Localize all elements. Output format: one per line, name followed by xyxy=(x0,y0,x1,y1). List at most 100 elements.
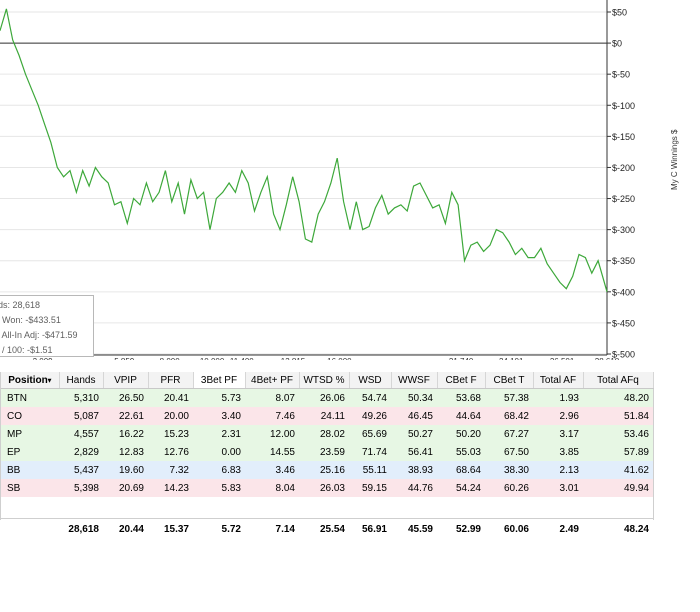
table-body: BTN 5,310 26.50 20.41 5.73 8.07 26.06 54.74 50.3… xyxy=(1,388,653,539)
stat-cell: 55.11 xyxy=(349,461,391,479)
total-cell: 5.72 xyxy=(193,518,245,539)
column-header-label: 3Bet PF xyxy=(200,374,238,386)
spacer-cell xyxy=(148,497,193,519)
stat-cell: 55.03 xyxy=(437,443,485,461)
stat-cell: 12.00 xyxy=(245,425,299,443)
column-header-label: Total AFq xyxy=(597,374,639,386)
y-tick-label: $-100 xyxy=(612,101,635,111)
stat-cell: 44.76 xyxy=(391,479,437,497)
x-tick-label: 11,400 xyxy=(230,357,254,360)
table-row[interactable]: BTN 5,310 26.50 20.41 5.73 8.07 26.06 54.74 50.3… xyxy=(1,388,653,407)
stat-cell: 50.20 xyxy=(437,425,485,443)
stat-cell: 7.46 xyxy=(245,407,299,425)
position-stats-table-container: Position▾ Hands VPIP PFR 3Bet PF 4Bet+ PF WTSD… xyxy=(0,372,654,539)
x-axis-ticks: 2,009 5,859 8,000 10,000 11,400 13,815 16,000 2… xyxy=(33,357,620,360)
stat-cell: 5.83 xyxy=(193,479,245,497)
position-cell: BTN xyxy=(1,388,59,407)
stat-cell: 5,398 xyxy=(59,479,103,497)
column-header-4bet-pf[interactable]: 4Bet+ PF xyxy=(245,372,300,389)
stat-cell: 5,437 xyxy=(59,461,103,479)
legend-won: C Won: -$433.51 xyxy=(0,315,61,325)
stat-cell: 68.42 xyxy=(485,407,533,425)
column-header-position[interactable]: Position▾ xyxy=(1,372,60,389)
column-header-wwsf[interactable]: WWSF xyxy=(391,372,438,389)
total-cell: 56.91 xyxy=(349,518,391,539)
winnings-line-chart: $50 $0 $-50 $-100 $-150 $-200 $-250 $-300 $-350 $… xyxy=(0,0,679,360)
column-header-total-af[interactable]: Total AF xyxy=(533,372,584,389)
table-row[interactable]: MP 4,557 16.22 15.23 2.31 12.00 28.02 65.69 50.2… xyxy=(1,425,653,443)
total-cell: 52.99 xyxy=(437,518,485,539)
y-tick-label: $-500 xyxy=(612,350,635,360)
stat-cell: 3.46 xyxy=(245,461,299,479)
position-stats-table: Position▾ Hands VPIP PFR 3Bet PF 4Bet+ PF WTSD… xyxy=(1,372,654,539)
y-tick-label: $-400 xyxy=(612,287,635,297)
table-header-row: Position▾ Hands VPIP PFR 3Bet PF 4Bet+ PF WTSD… xyxy=(1,372,654,389)
column-header-total-afq[interactable]: Total AFq xyxy=(583,372,654,389)
stat-cell: 57.89 xyxy=(583,443,653,461)
stat-cell: 60.26 xyxy=(485,479,533,497)
stat-cell: 8.04 xyxy=(245,479,299,497)
stat-cell: 7.32 xyxy=(148,461,193,479)
total-cell: 60.06 xyxy=(485,518,533,539)
stat-cell: 49.94 xyxy=(583,479,653,497)
spacer-cell xyxy=(485,497,533,519)
column-header-3bet-pf[interactable]: 3Bet PF xyxy=(193,372,246,389)
stat-cell: 41.62 xyxy=(583,461,653,479)
stat-cell: 48.20 xyxy=(583,388,653,407)
stat-cell: 3.85 xyxy=(533,443,583,461)
stat-cell: 24.11 xyxy=(299,407,349,425)
stat-cell: 5,310 xyxy=(59,388,103,407)
table-row[interactable]: CO 5,087 22.61 20.00 3.40 7.46 24.11 49.26 46.45… xyxy=(1,407,653,425)
legend-per-100: C / 100: -$1.51 xyxy=(0,345,53,355)
position-cell: BB xyxy=(1,461,59,479)
spacer-cell xyxy=(391,497,437,519)
stat-cell: 54.24 xyxy=(437,479,485,497)
column-header-cbet-t[interactable]: CBet T xyxy=(485,372,534,389)
table-row[interactable]: EP 2,829 12.83 12.76 0.00 14.55 23.59 71.74 56.4… xyxy=(1,443,653,461)
stat-cell: 1.93 xyxy=(533,388,583,407)
column-header-label: 4Bet+ PF xyxy=(251,374,293,386)
total-cell: 2.49 xyxy=(533,518,583,539)
stat-cell: 12.83 xyxy=(103,443,148,461)
spacer-cell xyxy=(533,497,583,519)
stat-cell: 3.01 xyxy=(533,479,583,497)
y-tick-label: $-350 xyxy=(612,256,635,266)
stat-cell: 2.31 xyxy=(193,425,245,443)
column-header-wsd[interactable]: WSD xyxy=(349,372,392,389)
column-header-hands[interactable]: Hands xyxy=(59,372,104,389)
stat-cell: 38.93 xyxy=(391,461,437,479)
stat-cell: 4,557 xyxy=(59,425,103,443)
stat-cell: 8.07 xyxy=(245,388,299,407)
stat-cell: 56.41 xyxy=(391,443,437,461)
position-cell: MP xyxy=(1,425,59,443)
stat-cell: 28.02 xyxy=(299,425,349,443)
stat-cell: 65.69 xyxy=(349,425,391,443)
stat-cell: 38.30 xyxy=(485,461,533,479)
column-header-label: Position xyxy=(8,374,48,386)
spacer-cell xyxy=(437,497,485,519)
legend-hands: nds: 28,618 xyxy=(0,300,41,310)
stat-cell: 26.50 xyxy=(103,388,148,407)
stat-cell: 25.16 xyxy=(299,461,349,479)
column-header-label: WTSD % xyxy=(303,374,345,386)
spacer-cell xyxy=(245,497,299,519)
spacer-cell xyxy=(299,497,349,519)
y-tick-label: $-200 xyxy=(612,163,635,173)
spacer-cell xyxy=(349,497,391,519)
table-row[interactable]: SB 5,398 20.69 14.23 5.83 8.04 26.03 59.15 44.76… xyxy=(1,479,653,497)
total-cell: 45.59 xyxy=(391,518,437,539)
table-row[interactable]: BB 5,437 19.60 7.32 6.83 3.46 25.16 55.11 38.93 6… xyxy=(1,461,653,479)
column-header-cbet-f[interactable]: CBet F xyxy=(437,372,486,389)
column-header-label: WWSF xyxy=(398,374,430,386)
stat-cell: 26.03 xyxy=(299,479,349,497)
x-tick-label: 13,815 xyxy=(281,357,306,360)
column-header-vpip[interactable]: VPIP xyxy=(103,372,149,389)
column-header-wtsd-[interactable]: WTSD % xyxy=(299,372,350,389)
y-tick-label: $-250 xyxy=(612,194,635,204)
total-cell: 20.44 xyxy=(103,518,148,539)
position-cell: EP xyxy=(1,443,59,461)
stat-cell: 51.84 xyxy=(583,407,653,425)
x-tick-label: 8,000 xyxy=(160,357,181,360)
stats-legend-box: nds: 28,618 C Won: -$433.51 C All-In Adj… xyxy=(0,295,94,357)
column-header-pfr[interactable]: PFR xyxy=(148,372,194,389)
